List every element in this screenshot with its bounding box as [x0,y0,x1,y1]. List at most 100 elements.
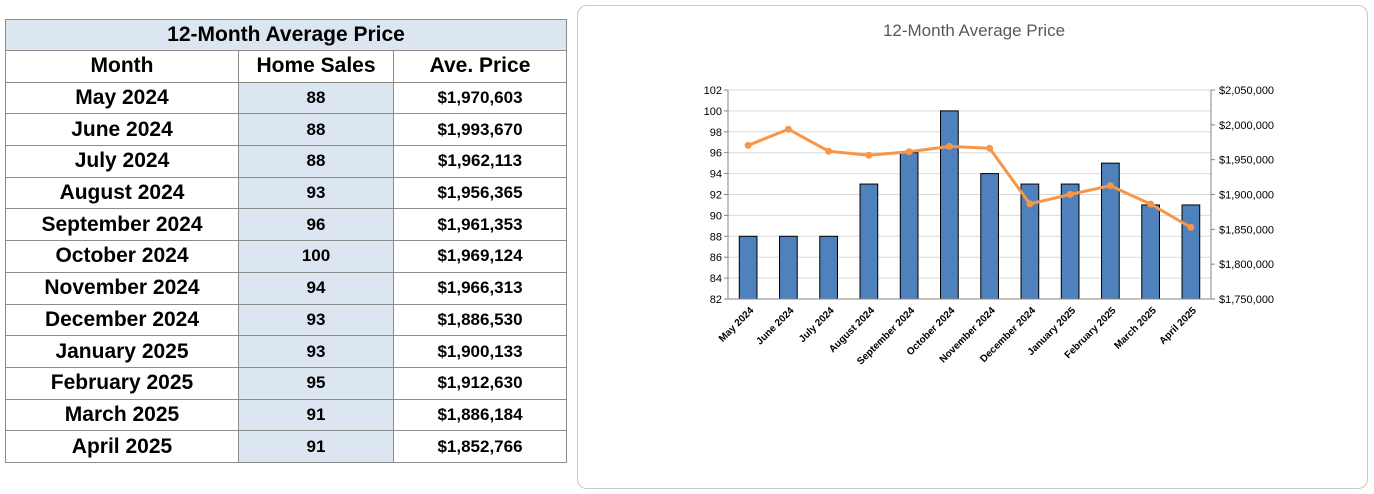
bar [738,235,758,300]
bar [1060,183,1080,300]
chart-card: 12-Month Average Price 82 84 86 88 90 92 94 96 9… [577,5,1368,489]
combo-chart: 12-Month Average Price 82 84 86 88 90 92 94 96 9… [704,21,1274,367]
x-tick-label: May 2024 [717,305,757,345]
x-tick-label: March 2025 [1112,305,1159,352]
month-cell: February 2025 [5,366,239,400]
x-tick-label: June 2024 [755,305,797,347]
bar [899,152,919,300]
price-cell: $1,956,365 [393,176,567,210]
x-tick-label: July 2024 [797,305,837,345]
price-cell: $1,966,313 [393,271,567,305]
price-point [1187,223,1195,231]
price-cell: $1,969,124 [393,240,567,273]
sales-cell: 88 [238,81,394,115]
sales-cell: 95 [238,366,394,400]
bar [859,183,879,300]
table-row: May 2024 88 $1,970,603 [5,81,567,115]
left-tick-label: 84 [710,273,722,285]
bar [940,110,959,300]
bar [779,235,798,300]
right-tick-label: $1,900,000 [1219,190,1274,202]
price-point [945,142,953,150]
table-row: September 2024 96 $1,961,353 [5,208,567,242]
table-row: February 2025 95 $1,912,630 [5,366,567,400]
table-title: 12-Month Average Price [5,19,567,51]
month-cell: April 2025 [5,430,239,463]
sales-cell: 93 [238,303,394,337]
price-point [1066,190,1074,198]
price-point [905,148,913,156]
month-cell: September 2024 [5,208,239,242]
price-point [1026,200,1034,208]
price-table: 12-Month Average Price Month Home Sales … [5,19,567,463]
price-cell: $1,962,113 [393,145,567,178]
month-cell: January 2025 [5,335,239,368]
table-row: November 2024 94 $1,966,313 [5,271,567,305]
table-row: April 2025 91 $1,852,766 [5,430,567,463]
month-cell: June 2024 [5,113,239,147]
sales-cell: 91 [238,398,394,432]
sales-cell: 93 [238,176,394,210]
left-tick-label: 96 [710,148,722,160]
price-cell: $1,993,670 [393,113,567,147]
bar [1181,204,1201,300]
left-tick-label: 82 [710,294,722,306]
price-cell: $1,912,630 [393,366,567,400]
table-row: August 2024 93 $1,956,365 [5,176,567,210]
right-tick-label: $1,950,000 [1219,155,1274,167]
price-point [1106,182,1114,190]
price-cell: $1,852,766 [393,430,567,463]
month-cell: July 2024 [5,145,239,178]
month-cell: August 2024 [5,176,239,210]
right-tick-label: $1,800,000 [1219,259,1274,271]
table-row: December 2024 93 $1,886,530 [5,303,567,337]
sales-cell: 88 [238,145,394,178]
x-tick-label: April 2025 [1157,305,1199,347]
sales-cell: 96 [238,208,394,242]
left-tick-label: 88 [710,231,722,243]
right-tick-label: $1,750,000 [1219,294,1274,306]
price-point [744,141,752,149]
sales-cell: 88 [238,113,394,147]
left-tick-label: 86 [710,252,722,264]
price-cell: $1,970,603 [393,81,567,115]
header-month: Month [5,50,239,83]
price-point [825,147,833,155]
sales-cell: 91 [238,430,394,463]
chart-title: 12-Month Average Price [883,21,1065,40]
right-tick-label: $2,000,000 [1219,120,1274,132]
left-tick-label: 92 [710,190,722,202]
price-cell: $1,886,184 [393,398,567,432]
header-home-sales: Home Sales [238,50,394,83]
price-cell: $1,961,353 [393,208,567,242]
sales-cell: 94 [238,271,394,305]
table-row: October 2024 100 $1,969,124 [5,240,567,273]
price-line [747,127,1192,229]
left-tick-label: 90 [710,210,722,222]
right-tick-label: $2,050,000 [1219,85,1274,97]
table-row: March 2025 91 $1,886,184 [5,398,567,432]
price-point [986,144,994,152]
month-cell: May 2024 [5,81,239,115]
left-tick-label: 98 [710,127,722,139]
sales-cell: 93 [238,335,394,368]
left-tick-label: 94 [710,169,722,181]
price-cell: $1,886,530 [393,303,567,337]
table-row: January 2025 93 $1,900,133 [5,335,567,368]
bar [1141,204,1160,300]
bar [819,235,838,300]
table-row: June 2024 88 $1,993,670 [5,113,567,147]
left-tick-label: 102 [704,85,722,97]
sales-cell: 100 [238,240,394,273]
bar [980,173,999,300]
price-cell: $1,900,133 [393,335,567,368]
month-cell: November 2024 [5,271,239,305]
month-cell: March 2025 [5,398,239,432]
header-ave-price: Ave. Price [393,50,567,83]
right-tick-label: $1,850,000 [1219,224,1274,236]
month-cell: December 2024 [5,303,239,337]
table-row: July 2024 88 $1,962,113 [5,145,567,178]
price-point [784,125,792,133]
month-cell: October 2024 [5,240,239,273]
left-tick-label: 100 [704,106,722,118]
